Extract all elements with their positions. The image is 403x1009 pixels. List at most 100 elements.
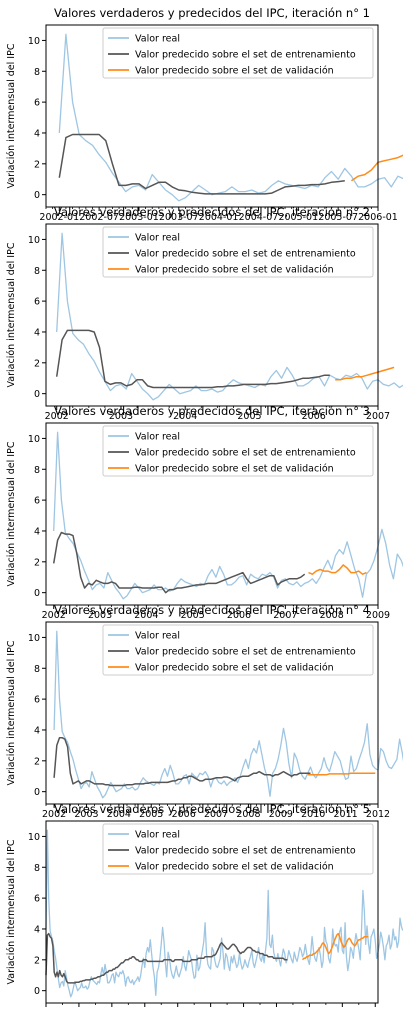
- legend-label: Valor predecido sobre el set de entrenam…: [135, 647, 356, 658]
- chart-title: Valores verdaderos y predecidos del IPC,…: [54, 205, 370, 219]
- series-line-train: [58, 133, 345, 195]
- x-tick-label: 2010: [301, 809, 325, 820]
- legend-box: [102, 27, 374, 79]
- y-tick-label: 0: [34, 389, 40, 400]
- x-tick-label: 2005-01: [278, 212, 318, 223]
- x-tick-label: 2003: [74, 809, 98, 820]
- series-line-train: [52, 531, 306, 594]
- x-tick-label: 2007: [204, 809, 228, 820]
- x-tick-label: 2004: [173, 411, 197, 422]
- series-line-real: [58, 33, 403, 202]
- y-tick-label: 6: [34, 894, 40, 905]
- chart-panel-4: Valores verdaderos y predecidos del IPC,…: [6, 603, 403, 820]
- x-tick-label: 2008: [320, 610, 344, 621]
- x-tick-label: 2007: [273, 610, 297, 621]
- x-tick-label: 2006-01: [358, 212, 398, 223]
- series-line-valid: [350, 154, 403, 182]
- chart-legend: Valor real Valor predecido sobre el set d…: [102, 27, 374, 79]
- y-axis-label: Variación intermensual del IPC: [6, 640, 17, 785]
- series-line-valid: [307, 772, 376, 776]
- y-tick-label: 10: [28, 434, 40, 445]
- plot-frame: [45, 621, 379, 805]
- legend-box: [102, 823, 374, 875]
- y-axis-label: Variación intermensual del IPC: [6, 441, 17, 586]
- x-tick-label: 2009: [366, 610, 390, 621]
- y-tick-label: 4: [34, 327, 40, 338]
- chart-title: Valores verdaderos y predecidos del IPC,…: [54, 6, 370, 20]
- y-tick-label: 8: [34, 67, 40, 78]
- legend-label: Valor predecido sobre el set de entrenam…: [135, 846, 356, 857]
- y-axis-label: Variación intermensual del IPC: [6, 839, 17, 984]
- x-tick-label: 2008: [236, 809, 260, 820]
- legend-label: Valor predecido sobre el set de validaci…: [135, 862, 334, 873]
- y-tick-label: 0: [34, 588, 40, 599]
- legend-label: Valor real: [135, 631, 180, 642]
- legend-label: Valor predecido sobre el set de entrenam…: [135, 249, 356, 260]
- legend-label: Valor predecido sobre el set de validaci…: [135, 265, 334, 276]
- chart-legend: Valor real Valor predecido sobre el set d…: [102, 624, 374, 676]
- y-tick-label: 8: [34, 863, 40, 874]
- x-tick-label: 2004-01: [199, 212, 239, 223]
- y-tick-label: 10: [28, 832, 40, 843]
- x-tick-label: 2005: [237, 411, 261, 422]
- x-tick-label: 2009: [269, 809, 293, 820]
- y-tick-label: 8: [34, 465, 40, 476]
- legend-label: Valor real: [135, 432, 180, 443]
- x-tick-label: 2003-07: [159, 212, 199, 223]
- y-axis-label: Variación intermensual del IPC: [6, 43, 17, 188]
- legend-label: Valor predecido sobre el set de validaci…: [135, 464, 334, 475]
- y-tick-label: 6: [34, 98, 40, 109]
- chart-panel-5: Valores verdaderos y predecidos del IPC,…: [6, 802, 403, 1009]
- y-tick-label: 8: [34, 664, 40, 675]
- x-tick-label: 2007: [366, 411, 390, 422]
- series-line-train: [55, 329, 330, 389]
- legend-box: [102, 226, 374, 278]
- x-tick-label: 2005-07: [318, 212, 358, 223]
- x-tick-label: 2003: [109, 411, 133, 422]
- chart-legend: Valor real Valor predecido sobre el set d…: [102, 823, 374, 875]
- x-tick-label: 2004: [134, 610, 158, 621]
- series-line-valid: [301, 932, 369, 961]
- y-tick-label: 4: [34, 128, 40, 139]
- y-tick-label: 2: [34, 955, 40, 966]
- series-line-train: [45, 932, 288, 984]
- x-tick-label: 2004: [107, 809, 131, 820]
- x-tick-label: 2002-01: [39, 212, 79, 223]
- y-tick-label: 6: [34, 297, 40, 308]
- y-tick-label: 0: [34, 986, 40, 997]
- x-tick-label: 2002-07: [79, 212, 119, 223]
- series-line-real: [53, 630, 403, 799]
- x-tick-label: 2005: [139, 809, 163, 820]
- y-tick-label: 4: [34, 526, 40, 537]
- y-tick-label: 0: [34, 190, 40, 201]
- plot-frame: [45, 820, 379, 1004]
- y-tick-label: 6: [34, 695, 40, 706]
- series-line-valid: [308, 564, 367, 575]
- legend-label: Valor predecido sobre el set de validaci…: [135, 663, 334, 674]
- legend-label: Valor predecido sobre el set de validaci…: [135, 66, 334, 77]
- legend-label: Valor real: [135, 830, 180, 841]
- y-tick-label: 2: [34, 756, 40, 767]
- series-line-real: [56, 232, 403, 401]
- legend-label: Valor real: [135, 233, 180, 244]
- chart-legend: Valor real Valor predecido sobre el set d…: [102, 226, 374, 278]
- y-tick-label: 0: [34, 787, 40, 798]
- y-tick-label: 2: [34, 358, 40, 369]
- chart-panel-2: Valores verdaderos y predecidos del IPC,…: [6, 205, 403, 422]
- chart-title: Valores verdaderos y predecidos del IPC,…: [54, 404, 370, 418]
- x-tick-label: 2006: [302, 411, 326, 422]
- x-tick-label: 2012: [366, 809, 390, 820]
- legend-box: [102, 425, 374, 477]
- x-tick-label: 2003-01: [119, 212, 159, 223]
- legend-label: Valor real: [135, 34, 180, 45]
- plot-frame: [45, 223, 379, 407]
- y-tick-label: 4: [34, 725, 40, 736]
- series-line-real: [45, 829, 403, 998]
- chart-legend: Valor real Valor predecido sobre el set d…: [102, 425, 374, 477]
- plot-frame: [45, 422, 379, 606]
- legend-label: Valor predecido sobre el set de entrenam…: [135, 50, 356, 61]
- legend-box: [102, 624, 374, 676]
- y-tick-label: 10: [28, 235, 40, 246]
- legend-label: Valor predecido sobre el set de entrenam…: [135, 448, 356, 459]
- y-tick-label: 10: [28, 36, 40, 47]
